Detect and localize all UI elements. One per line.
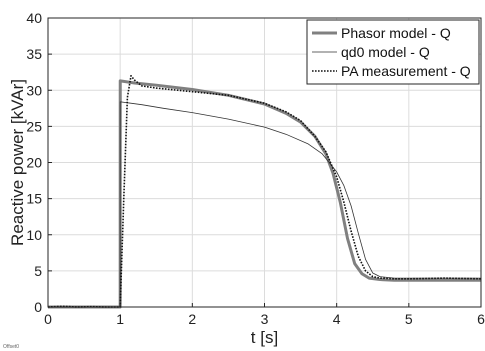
legend: Phasor model - Q qd0 model - Q PA measurem… <box>306 19 480 85</box>
x-tick-label: 6 <box>477 311 485 327</box>
y-tick-label: 25 <box>26 118 42 134</box>
x-tick-label: 3 <box>261 311 269 327</box>
x-tick-label: 4 <box>333 311 341 327</box>
series-lines <box>47 75 482 309</box>
legend-entry: qd0 model - Q <box>341 44 430 60</box>
legend-entry: Phasor model - Q <box>341 25 451 41</box>
x-tick-label: 5 <box>405 311 413 327</box>
x-tick-label: 1 <box>116 311 124 327</box>
tick-labels: 0 1 2 3 4 5 6 0 5 10 15 20 25 30 35 40 <box>26 10 485 327</box>
series-line-3 <box>47 75 482 308</box>
y-tick-label: 5 <box>34 263 42 279</box>
y-tick-label: 20 <box>26 155 42 171</box>
y-axis-title: Reactive power [kVAr] <box>8 79 27 246</box>
series-line-1 <box>48 79 481 309</box>
x-tick-label: 0 <box>44 311 52 327</box>
x-tick-label: 2 <box>188 311 196 327</box>
corner-mark: Offset0 <box>3 344 19 350</box>
y-tick-label: 35 <box>26 46 42 62</box>
y-tick-label: 30 <box>26 82 42 98</box>
y-tick-label: 10 <box>26 227 42 243</box>
x-axis-title: t [s] <box>251 328 278 347</box>
series-line-2 <box>48 101 481 308</box>
y-tick-label: 40 <box>26 10 42 26</box>
legend-entry: PA measurement - Q <box>341 63 471 79</box>
y-tick-label: 0 <box>34 299 42 315</box>
y-tick-label: 15 <box>26 191 42 207</box>
